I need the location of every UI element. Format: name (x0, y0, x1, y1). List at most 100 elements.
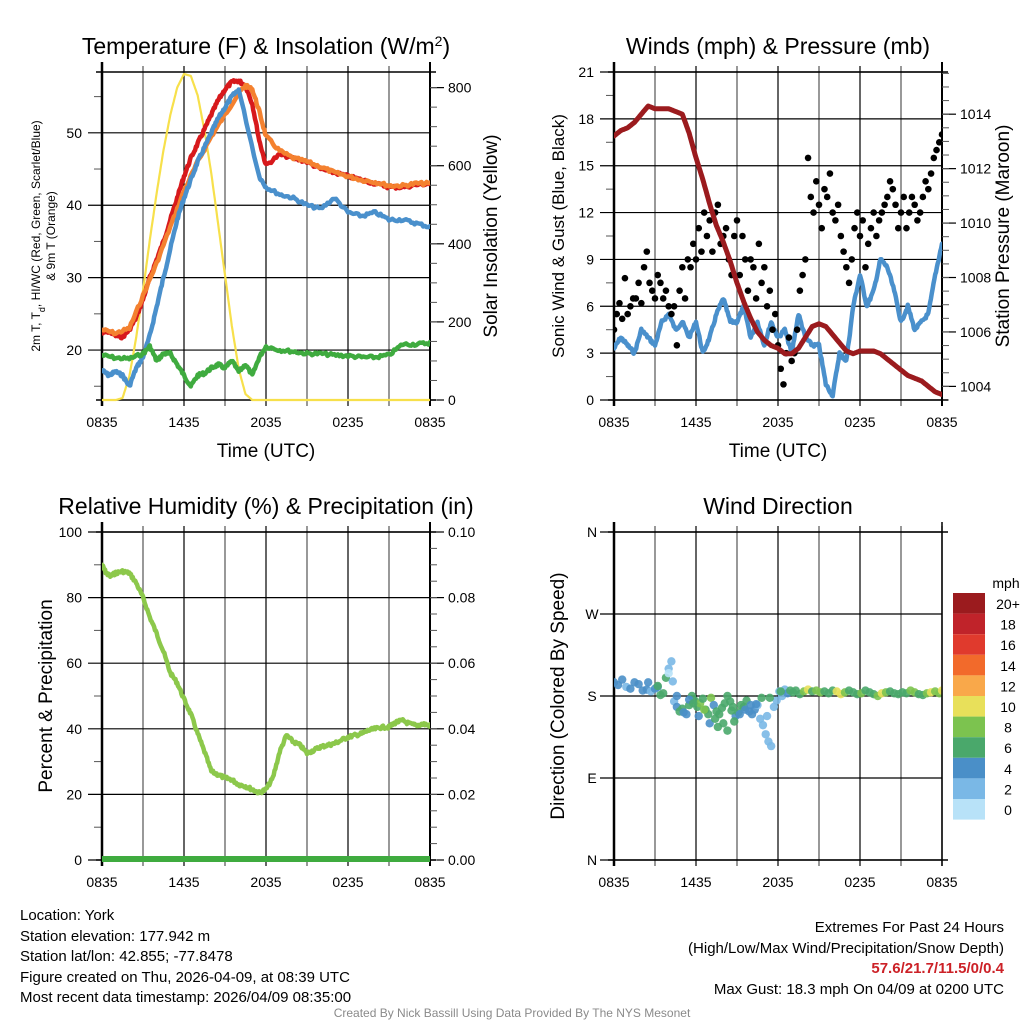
x-tick-label: 0235 (332, 874, 363, 890)
series-gust-point (763, 302, 771, 310)
y-tick-label: 6 (586, 298, 594, 314)
colorbar-label: 6 (1004, 740, 1012, 756)
series-gust-point (897, 209, 905, 216)
series-gust-point (662, 287, 670, 294)
series-gust-point (843, 263, 850, 271)
series-9m-t-line (102, 82, 430, 337)
y-tick-label: N (587, 852, 597, 868)
direction-point (762, 711, 772, 721)
series-gust-point (730, 232, 738, 240)
series-gust-point (892, 201, 899, 209)
panel-temperature: Temperature (F) & Insolation (W/m2) 0835 1… (29, 33, 502, 462)
series-gust-point (851, 224, 858, 232)
colorbar-swatch (953, 799, 985, 820)
y2-tick-label: 600 (448, 158, 472, 174)
series-gust-point (815, 201, 823, 209)
series-gust-point (818, 224, 826, 232)
data-layer (614, 657, 942, 751)
x-tick-label: 0235 (844, 874, 875, 890)
series-gust-point (837, 232, 845, 240)
series-gust-point (752, 295, 760, 302)
series-gust-point (908, 193, 916, 201)
data-layer (102, 72, 430, 402)
series-gust-point (654, 271, 662, 279)
series-gust-point (922, 178, 929, 185)
series-gust-point (766, 287, 774, 294)
y-tick-label: 20 (66, 786, 82, 802)
series-gust-point (834, 201, 842, 209)
direction-point (659, 689, 668, 698)
y-tick-label: 60 (66, 655, 82, 671)
x-tick-label: 0835 (86, 874, 117, 890)
x-tick-label: 1435 (680, 414, 711, 430)
colorbar-swatch (953, 696, 985, 717)
series-gust-point (733, 217, 741, 224)
y-tick-label: 3 (586, 345, 594, 361)
series-gust-point (938, 131, 942, 138)
series-gust-point (750, 263, 757, 271)
series-gust-point (875, 217, 883, 224)
y-tick-label: S (587, 688, 596, 704)
series-gust-point (886, 178, 894, 185)
series-gust-point (935, 138, 942, 146)
y-tick-label: 0 (586, 392, 594, 408)
direction-point (698, 694, 708, 703)
x-tick-label: 2035 (250, 414, 281, 430)
series-gust-point (679, 263, 686, 271)
colorbar-swatch (953, 593, 985, 614)
elevation-text: Station elevation: 177.942 m (20, 927, 211, 945)
series-gust-point (933, 146, 940, 154)
direction-point (689, 699, 698, 708)
y2-tick-label: 1008 (960, 270, 991, 286)
series-gust-point (807, 193, 815, 201)
series-gust-point (927, 170, 935, 177)
series-gust-point (810, 209, 817, 216)
series-gust-point (793, 326, 801, 334)
colorbar-swatch (953, 675, 985, 696)
y2-tick-label: 0.02 (448, 786, 475, 802)
direction-point (730, 717, 739, 726)
series-gust-point (614, 310, 621, 318)
y-axis-label: Direction (Colored By Speed) (548, 572, 569, 819)
x-tick-label: 0835 (926, 414, 957, 430)
y-label-part: 2m T, T (29, 311, 43, 351)
y-tick-label: 100 (59, 524, 83, 540)
y2-tick-label: 0.06 (448, 655, 475, 671)
x-tick-label: 0835 (598, 874, 629, 890)
series-gust-point (777, 365, 785, 373)
series-gust-point (744, 287, 752, 294)
series-insolation-line (102, 72, 430, 402)
direction-point (765, 693, 774, 703)
series-gust-point (771, 310, 779, 318)
y2-tick-label: 0.08 (448, 590, 475, 606)
y2-tick-label: 400 (448, 236, 472, 252)
series-gust-point (884, 193, 891, 201)
y-tick-label: 50 (66, 125, 82, 141)
colorbar-swatch (953, 634, 985, 655)
x-tick-label: 2035 (250, 874, 281, 890)
series-gust-point (829, 209, 836, 216)
y2-tick-label: 0.10 (448, 524, 475, 540)
data-layer (614, 103, 942, 399)
chart-title: Relative Humidity (%) & Precipitation (i… (58, 493, 473, 519)
y2-tick-label: 1014 (960, 106, 991, 122)
series-gust-point (823, 193, 831, 201)
x-axis-label: Time (UTC) (729, 441, 828, 462)
colorbar-swatch (953, 654, 985, 676)
series-gust-point (832, 217, 839, 224)
colorbar-label: 18 (1000, 617, 1016, 633)
series-gust-point (785, 334, 793, 341)
colorbar-label: 12 (1000, 678, 1016, 694)
direction-point (746, 700, 755, 710)
series-gust-point (624, 310, 631, 318)
series-gust-point (703, 232, 711, 240)
title-text: Temperature (F) & Insolation (W/m (82, 33, 435, 59)
y2-tick-label: 0.00 (448, 852, 475, 868)
y-axis-label: 2m T, Td, HI/WC (Red, Green, Scarlet/Blu… (29, 120, 47, 351)
series-gust-point (648, 287, 656, 294)
series-gust-point (864, 240, 872, 248)
panel-winds: Winds (mph) & Pressure (mb) 0835 1435 2035 0… (549, 33, 1014, 462)
series-gust-point (657, 279, 664, 287)
series-gust-point (747, 256, 754, 263)
direction-point (758, 720, 768, 730)
